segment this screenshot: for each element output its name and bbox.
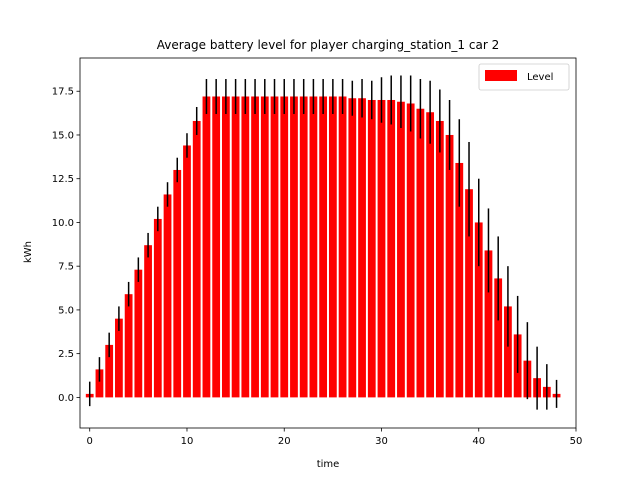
chart-title: Average battery level for player chargin…: [157, 38, 499, 52]
bar-14: [221, 96, 230, 398]
y-tick-label: 12.5: [52, 174, 74, 185]
bar-40: [474, 222, 483, 398]
bar-28: [358, 98, 366, 398]
bar-7: [153, 218, 162, 398]
bar-43: [504, 306, 512, 398]
bar-2: [105, 344, 114, 398]
x-tick-label: 30: [375, 436, 388, 447]
bar-39: [465, 189, 473, 398]
bar-29: [367, 99, 376, 398]
bar-34: [416, 108, 425, 398]
y-axis-label: kWh: [23, 241, 34, 263]
bar-20: [280, 96, 289, 398]
bar-11: [192, 120, 201, 398]
bar-17: [251, 96, 259, 398]
bar-1: [95, 369, 104, 398]
bar-42: [494, 278, 503, 398]
bar-18: [260, 96, 269, 398]
x-axis-ticks: 0 10 20 30 40 50: [87, 428, 583, 447]
bar-35: [426, 112, 435, 398]
bar-41: [484, 250, 493, 398]
y-tick-label: 0.0: [58, 393, 74, 404]
bar-15: [231, 96, 240, 398]
legend-label-level: Level: [527, 72, 553, 83]
y-tick-label: 17.5: [52, 87, 74, 98]
x-tick-label: 10: [181, 436, 194, 447]
bars-layer: [85, 96, 561, 398]
bar-24: [319, 96, 328, 398]
bar-23: [309, 96, 318, 398]
bar-22: [299, 96, 308, 398]
bar-4: [124, 294, 133, 398]
plot-area-frame: [79, 57, 577, 429]
y-tick-label: 10.0: [52, 218, 74, 229]
x-tick-label: 50: [570, 436, 583, 447]
bar-37: [445, 134, 454, 398]
bar-21: [290, 96, 298, 398]
bar-32: [397, 101, 405, 398]
bar-6: [144, 245, 152, 398]
bar-25: [328, 96, 337, 398]
bar-3: [115, 318, 123, 398]
bar-12: [202, 96, 211, 398]
x-axis-label: time: [317, 459, 340, 470]
legend-swatch-level: [485, 70, 517, 81]
bar-27: [348, 98, 357, 398]
bar-38: [455, 162, 464, 398]
y-axis-ticks: 0.0 2.5 5.0 7.5 10.0 12.5 15.0 17.5: [52, 87, 80, 404]
bar-13: [212, 96, 221, 398]
bar-26: [338, 96, 347, 398]
y-tick-label: 15.0: [52, 130, 74, 141]
bar-5: [134, 269, 143, 398]
y-tick-label: 2.5: [58, 349, 74, 360]
bar-33: [406, 103, 415, 398]
bar-8: [163, 194, 172, 398]
bar-31: [387, 99, 396, 398]
y-tick-label: 7.5: [58, 262, 74, 273]
y-tick-label: 5.0: [58, 305, 74, 316]
bar-30: [377, 99, 386, 398]
x-tick-label: 20: [278, 436, 291, 447]
bar-19: [270, 96, 279, 398]
error-bars-layer: [88, 75, 558, 410]
legend: Level: [478, 63, 570, 91]
x-tick-label: 0: [87, 436, 93, 447]
x-tick-label: 40: [472, 436, 485, 447]
bar-10: [183, 145, 191, 398]
bar-9: [173, 169, 182, 398]
bar-36: [435, 120, 444, 398]
bar-16: [241, 96, 250, 398]
